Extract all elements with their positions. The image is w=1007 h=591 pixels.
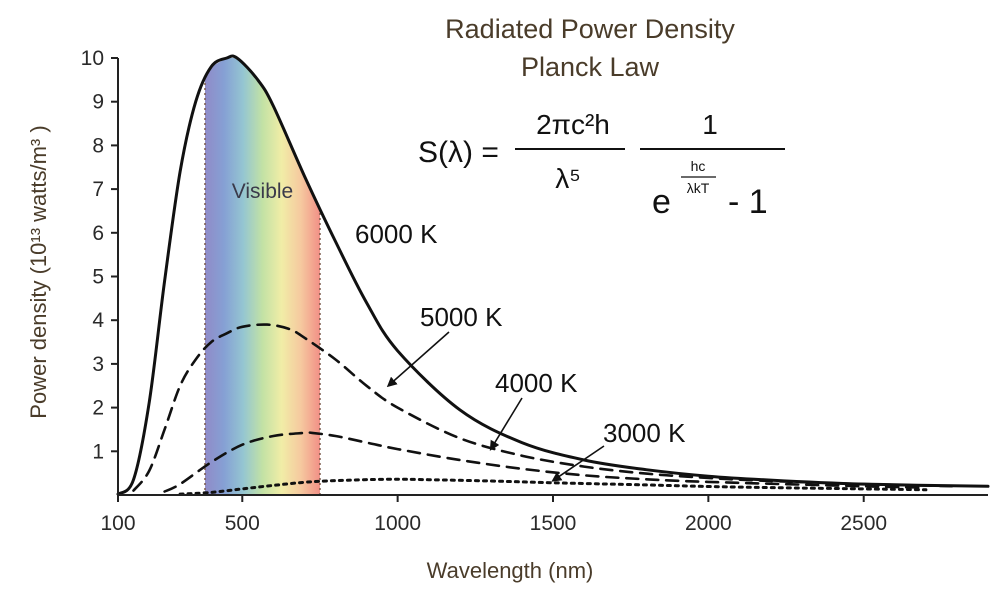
y-tick-label: 9 [92,91,104,114]
y-tick-label: 4 [92,309,104,332]
planck-formula: S(λ) = 2πc²h λ⁵ 1 e hc λkT - 1 [418,109,785,221]
series-label-6000-k: 6000 K [355,219,438,249]
series-label-4000-k: 4000 K [495,368,578,398]
formula-frac1-numerator: 2πc²h [536,109,610,140]
chart-title: Radiated Power Density [445,14,735,44]
y-tick-label: 1 [92,440,104,463]
y-tick-label: 5 [92,266,104,289]
x-tick-label: 100 [100,512,135,535]
series-label-arrow [551,445,605,482]
y-tick-label: 7 [92,178,104,201]
x-tick-label: 2500 [840,512,887,535]
x-tick-label: 2000 [685,512,732,535]
x-axis-label: Wavelength (nm) [427,558,594,583]
series-label-arrow [386,331,450,388]
y-ticks-group: 1 2 3 4 5 6 7 8 9 10 [81,47,118,463]
x-tick-label: 1000 [374,512,421,535]
x-tick-label: 500 [225,512,260,535]
y-tick-label: 3 [92,353,104,376]
series-line-3000-k [178,477,928,496]
annotations-group: 6000 K 5000 K 4000 K 3000 K [355,219,686,482]
series-line-5000-k [132,323,959,492]
x-tick-label: 1500 [530,512,577,535]
formula-lhs: S(λ) = [418,136,499,169]
y-axis-label: Power density (10¹³ watts/m³ ) [26,125,51,418]
x-ticks-group: 100 500 1000 1500 2000 2500 [100,495,887,535]
y-tick-label: 10 [81,47,104,70]
series-group [116,54,990,496]
series-label-arrow [489,397,523,451]
y-tick-label: 6 [92,222,104,245]
formula-frac2-numerator: 1 [702,109,718,140]
series-label-5000-k: 5000 K [420,302,503,332]
visible-band [205,58,320,495]
chart-subtitle: Planck Law [521,52,660,82]
series-line-4000-k [163,431,928,493]
y-tick-label: 2 [92,397,104,420]
y-tick-label: 8 [92,134,104,157]
formula-minus-one: - 1 [728,183,768,221]
formula-e: e [652,183,671,221]
visible-band-label: Visible [232,180,293,203]
series-line-6000-k [116,54,990,496]
formula-exp-numerator: hc [691,158,706,174]
series-label-3000-k: 3000 K [603,418,686,448]
formula-exp-denominator: λkT [687,180,710,196]
formula-frac1-denominator: λ⁵ [555,163,581,194]
